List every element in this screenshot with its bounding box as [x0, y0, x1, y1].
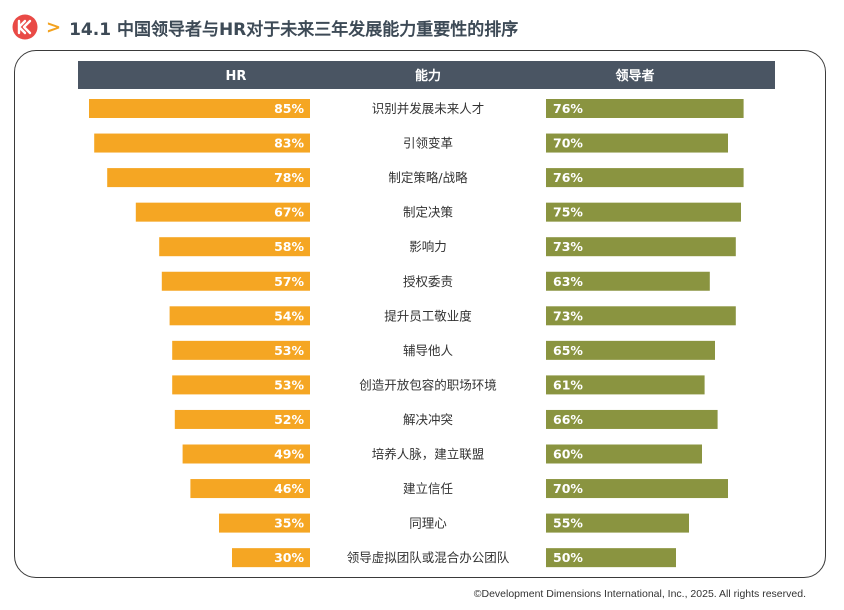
hr-bar	[135, 202, 310, 222]
ddi-logo-icon	[12, 14, 38, 40]
category-label: 同理心	[409, 516, 447, 531]
leader-bar	[546, 548, 676, 568]
hr-bar	[172, 340, 310, 360]
hr-value-label: 46%	[274, 481, 304, 496]
leader-value-label: 65%	[553, 343, 583, 358]
hr-value-label: 67%	[274, 205, 304, 220]
hr-bar	[169, 306, 310, 326]
leader-value-label: 75%	[553, 205, 583, 220]
header-category: 能力	[415, 68, 441, 84]
leader-value-label: 70%	[553, 136, 583, 151]
leader-bar	[546, 133, 728, 153]
table-header-bar	[78, 61, 775, 89]
category-label: 解决冲突	[403, 412, 453, 427]
hr-value-label: 85%	[274, 101, 304, 116]
leader-bar	[546, 409, 718, 429]
leader-bar	[546, 99, 744, 118]
chart-title-text: 14.1 中国领导者与HR对于未来三年发展能力重要性的排序	[69, 19, 519, 40]
leader-bar	[546, 444, 702, 464]
category-label: 提升员工敬业度	[384, 308, 472, 323]
category-label: 建立信任	[403, 481, 453, 496]
leader-value-label: 55%	[553, 516, 583, 531]
category-label: 制定策略/战略	[388, 170, 468, 185]
leader-bar	[546, 202, 741, 222]
hr-bar	[219, 513, 310, 533]
header-hr: HR	[226, 69, 247, 84]
leader-value-label: 63%	[553, 274, 583, 289]
hr-value-label: 49%	[274, 447, 304, 462]
hr-value-label: 78%	[274, 170, 304, 185]
leader-value-label: 70%	[553, 481, 583, 496]
leader-bar	[546, 168, 744, 188]
hr-value-label: 30%	[274, 550, 304, 565]
hr-value-label: 54%	[274, 308, 304, 323]
chart-card	[14, 50, 826, 578]
hr-bar	[159, 237, 310, 257]
copyright-notice: ©Development Dimensions International, I…	[473, 588, 806, 600]
leader-bar	[546, 375, 705, 395]
chevron-right-icon: >	[46, 16, 62, 38]
header-leader: 领导者	[615, 68, 654, 84]
hr-bar	[172, 375, 310, 395]
category-label: 辅导他人	[403, 343, 454, 358]
hr-value-label: 53%	[274, 343, 304, 358]
leader-bar	[546, 237, 736, 257]
category-label: 制定决策	[403, 205, 454, 220]
leader-value-label: 61%	[553, 377, 583, 392]
hr-bar	[232, 548, 310, 568]
category-label: 授权委责	[403, 274, 453, 289]
leader-value-label: 66%	[553, 412, 583, 427]
hr-bar	[107, 168, 310, 188]
hr-value-label: 35%	[274, 516, 304, 531]
leader-bar	[546, 271, 710, 291]
leader-bar	[546, 306, 736, 326]
leader-value-label: 76%	[553, 101, 583, 116]
hr-bar	[94, 133, 310, 153]
chart-title: > 14.1 中国领导者与HR对于未来三年发展能力重要性的排序	[46, 12, 518, 42]
leader-value-label: 50%	[553, 550, 583, 565]
leader-value-label: 76%	[553, 170, 583, 185]
hr-bar	[182, 444, 310, 464]
leader-bar	[546, 340, 715, 360]
leader-value-label: 60%	[553, 447, 583, 462]
category-label: 创造开放包容的职场环境	[359, 377, 497, 392]
hr-bar	[174, 409, 310, 429]
hr-value-label: 58%	[274, 239, 304, 254]
hr-value-label: 83%	[274, 136, 304, 151]
category-label: 引领变革	[403, 136, 453, 151]
hr-bar	[161, 271, 310, 291]
category-label: 培养人脉，建立联盟	[372, 447, 485, 462]
leader-value-label: 73%	[553, 308, 583, 323]
leader-bar	[546, 513, 689, 533]
leader-bar	[546, 479, 728, 499]
category-label: 领导虚拟团队或混合办公团队	[347, 550, 510, 565]
hr-value-label: 57%	[274, 274, 304, 289]
leader-value-label: 73%	[553, 239, 583, 254]
hr-bar	[190, 479, 310, 499]
hr-value-label: 53%	[274, 377, 304, 392]
category-label: 影响力	[409, 239, 447, 254]
hr-value-label: 52%	[274, 412, 304, 427]
category-label: 识别并发展未来人才	[372, 101, 485, 116]
hr-bar	[89, 99, 310, 118]
